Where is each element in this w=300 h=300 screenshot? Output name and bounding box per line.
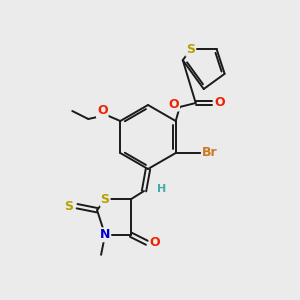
- Text: S: S: [64, 200, 74, 213]
- Text: O: O: [214, 97, 225, 110]
- Text: S: S: [186, 43, 195, 56]
- Text: H: H: [158, 184, 166, 194]
- Text: O: O: [168, 98, 179, 110]
- Text: O: O: [97, 104, 108, 118]
- Text: Br: Br: [202, 146, 218, 160]
- Text: O: O: [150, 236, 160, 249]
- Text: N: N: [100, 228, 110, 241]
- Text: S: S: [100, 193, 109, 206]
